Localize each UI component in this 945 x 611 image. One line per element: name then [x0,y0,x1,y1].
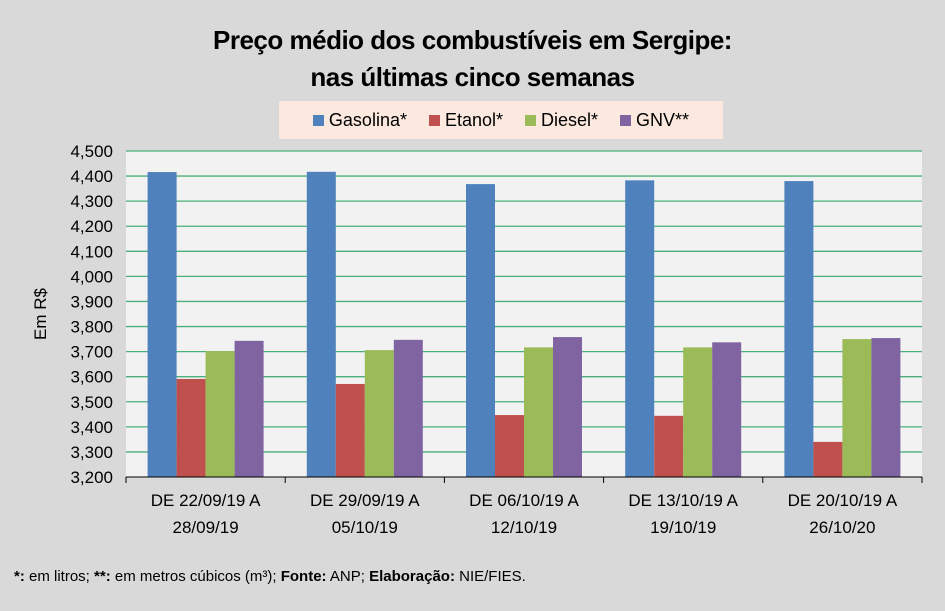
bar-chart: 3,200 3,300 3,400 3,500 3,600 3,700 3,800 3,900… [31,142,923,537]
bar-diesel-2 [364,350,394,477]
bar-diesel-3 [524,347,553,477]
bar-gasolina-5 [784,181,814,478]
bar-diesel-1 [205,351,235,477]
x-tick-label: 28/09/19 [173,518,239,537]
footnote-source-label: Fonte: [280,568,327,585]
legend-swatch-gasolina [312,114,324,126]
y-tick-label: 4,100 [70,242,113,261]
bar-gnv-4 [712,342,742,477]
bar-gasolina-1 [147,172,177,477]
footnote-cubic-text: em metros cúbicos (m³); [110,568,281,585]
bar-etanol-2 [335,383,365,477]
y-tick-label: 3,400 [70,418,113,437]
x-tick-label: 12/10/19 [491,518,557,537]
footnote: *: em litros; **: em metros cúbicos (m³)… [14,568,526,585]
y-tick-label: 4,300 [70,192,113,211]
legend-item-diesel: Diesel* [525,110,598,131]
x-tick-label: 19/10/19 [650,518,716,537]
x-tick-label: DE 06/10/19 A [469,491,579,510]
y-tick-label: 3,500 [70,393,113,412]
y-tick-label: 3,900 [70,292,113,311]
bar-etanol-5 [813,441,843,477]
y-axis-label: Em R$ [31,287,50,340]
bar-etanol-3 [495,415,524,477]
y-tick-label: 3,700 [70,343,113,362]
bar-etanol-1 [176,378,206,477]
x-tick-label: DE 29/09/19 A [310,491,420,510]
y-tick-label: 4,200 [70,217,113,236]
footnote-cubic-marker: **: [94,568,111,585]
y-tick-label: 3,300 [70,443,113,462]
y-tick-label: 3,200 [70,468,113,487]
x-tick-label: DE 20/10/19 A [788,491,898,510]
x-tick-label: 26/10/20 [809,518,875,537]
bar-gasolina-2 [306,171,336,477]
legend-label-diesel: Diesel* [541,109,599,130]
footnote-liters-marker: *: [14,568,25,585]
bar-diesel-4 [683,347,713,477]
footnote-liters-text: em litros; [24,568,95,585]
bar-gnv-2 [393,339,423,477]
footnote-elaboration-label: Elaboração: [369,568,455,585]
legend-item-gnv: GNV** [620,110,689,131]
bar-gasolina-3 [466,184,495,477]
chart-title: Preço médio dos combustíveis em Sergipe:… [0,22,945,96]
legend-swatch-etanol [428,114,440,126]
x-tick-label: DE 22/09/19 A [151,491,261,510]
legend-item-etanol: Etanol* [428,109,504,131]
y-tick-label: 3,600 [70,368,113,387]
bar-gasolina-4 [625,180,655,477]
x-tick-label: 05/10/19 [332,518,398,537]
bar-etanol-4 [654,415,684,477]
legend-swatch-diesel [525,114,537,126]
bar-diesel-5 [842,339,872,477]
chart-title-line-2: nas últimas cinco semanas [310,62,635,92]
legend-label-gnv: GNV** [636,109,690,130]
x-tick-label: DE 13/10/19 A [628,491,738,510]
y-tick-label: 4,000 [70,267,113,286]
legend: Gasolina* Etanol* Diesel* GNV** [279,101,723,139]
legend-label-etanol: Etanol* [444,109,504,130]
footnote-source-text: ANP; [326,568,370,585]
legend-label-gasolina: Gasolina* [328,109,407,130]
footnote-elaboration-text: NIE/FIES. [454,568,526,585]
y-tick-label: 4,500 [70,142,113,161]
chart-title-line-1: Preço médio dos combustíveis em Sergipe: [213,25,732,55]
y-tick-label: 4,400 [70,167,113,186]
legend-swatch-gnv [620,114,632,126]
y-tick-label: 3,800 [70,318,113,337]
bar-gnv-3 [553,337,582,477]
bar-gnv-1 [234,340,264,477]
bar-gnv-5 [871,338,901,477]
legend-item-gasolina: Gasolina* [312,109,407,131]
